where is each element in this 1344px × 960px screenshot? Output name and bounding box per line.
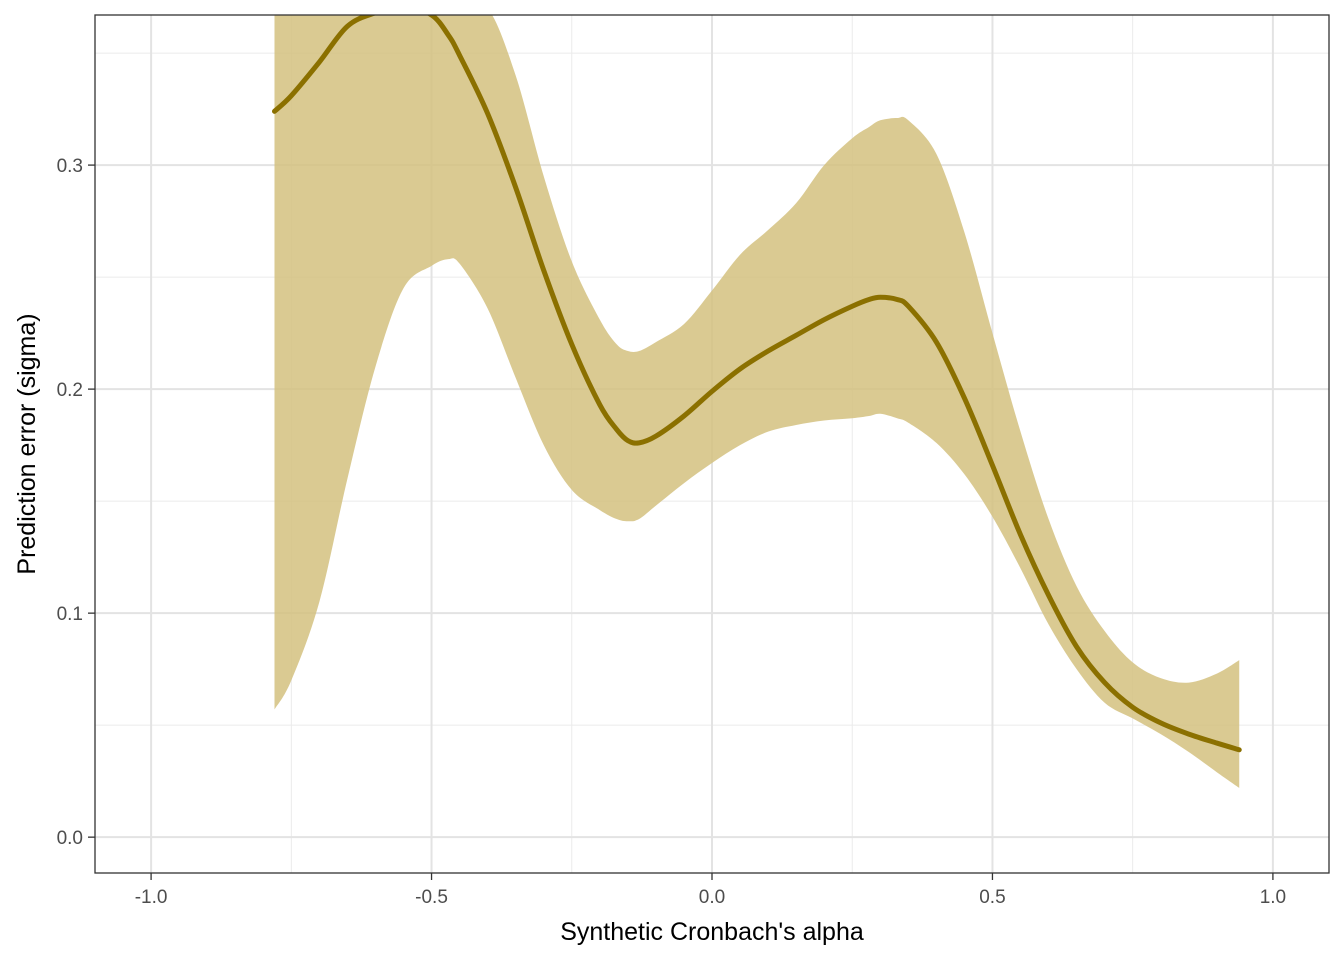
y-tick-label: 0.3 xyxy=(57,156,83,177)
y-tick-label: 0.1 xyxy=(57,604,83,625)
smooth-line xyxy=(271,15,1242,753)
y-tick-label: 0.0 xyxy=(57,828,83,849)
x-tick-label: -0.5 xyxy=(415,887,448,908)
x-axis-ticks: -1.0 -0.5 0.0 0.5 1.0 xyxy=(135,873,1286,908)
x-tick-label: 0.0 xyxy=(699,887,725,908)
x-tick-label: 1.0 xyxy=(1260,887,1286,908)
x-tick-label: -1.0 xyxy=(135,887,168,908)
y-axis-title: Prediction error (sigma) xyxy=(13,313,41,574)
x-axis-title: Synthetic Cronbach's alpha xyxy=(560,918,864,946)
confidence-band xyxy=(274,15,1240,788)
y-axis-ticks: 0.0 0.1 0.2 0.3 xyxy=(57,156,95,849)
y-tick-label: 0.2 xyxy=(57,380,83,401)
x-tick-label: 0.5 xyxy=(979,887,1005,908)
